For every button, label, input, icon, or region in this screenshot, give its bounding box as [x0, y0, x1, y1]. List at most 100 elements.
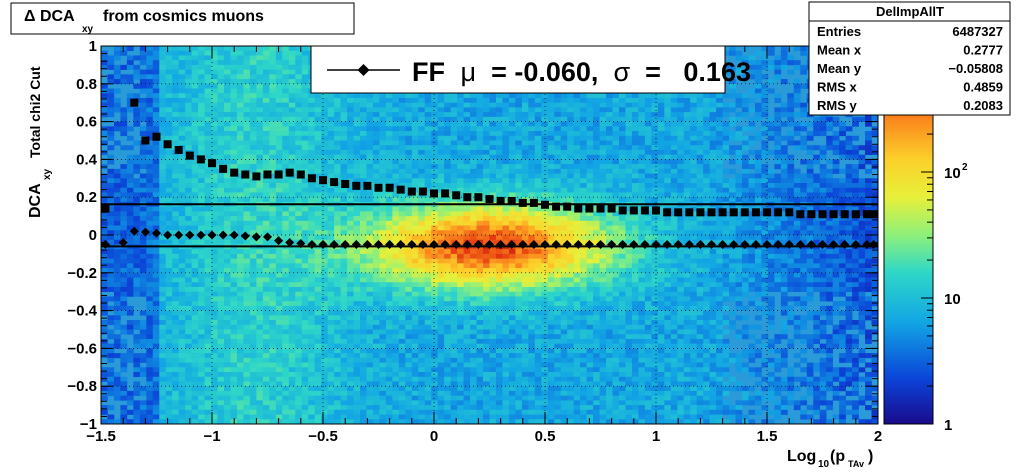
square-point [685, 208, 693, 216]
x-tick-label: 2 [874, 428, 882, 445]
square-point [363, 182, 371, 190]
stats-row-label: RMS x [817, 80, 858, 95]
square-point [286, 169, 294, 177]
square-point [463, 193, 471, 201]
square-point [619, 206, 627, 214]
square-point [630, 206, 638, 214]
square-point [352, 182, 360, 190]
square-point [474, 193, 482, 201]
square-point [452, 191, 460, 199]
square-point [297, 171, 305, 179]
square-point [585, 205, 593, 213]
legend-mu-symbol: μ [461, 57, 477, 87]
y-axis-label: Total chi2 Cut DCA xy [27, 66, 53, 218]
y-tick-label: −0.8 [67, 378, 97, 395]
x-label-sub2: TAv [848, 459, 864, 469]
y-tick-label: 1 [89, 38, 97, 55]
square-point [719, 208, 727, 216]
x-label-sub1: 10 [818, 459, 830, 469]
square-point [819, 210, 827, 218]
stats-title: DelImpAllT [876, 4, 944, 19]
square-point [541, 201, 549, 209]
square-point [530, 199, 538, 207]
square-point [219, 165, 227, 173]
y-tick-label: −0.4 [67, 303, 97, 320]
stats-row-label: RMS y [817, 98, 858, 113]
square-point [375, 184, 383, 192]
legend-ff: FF [412, 57, 445, 87]
legend-sigma-text: = 0.163 [638, 57, 751, 87]
square-point [641, 206, 649, 214]
y-tick-label: −1 [80, 416, 97, 433]
square-point [153, 133, 161, 141]
square-point [608, 205, 616, 213]
square-point [441, 189, 449, 197]
subtitle: Total chi2 Cut [27, 66, 43, 158]
square-point [197, 155, 205, 163]
square-point [252, 172, 260, 180]
square-point [730, 208, 738, 216]
x-tick-label: −0.5 [308, 428, 338, 445]
square-point [807, 210, 815, 218]
legend-sigma-symbol: σ [613, 57, 630, 87]
y-tick-label: −0.2 [67, 265, 97, 282]
stats-row-value: 0.2083 [963, 98, 1003, 113]
square-point [341, 180, 349, 188]
square-point [230, 169, 238, 177]
square-point [785, 208, 793, 216]
square-point [386, 184, 394, 192]
square-point [101, 205, 109, 213]
square-point [708, 208, 716, 216]
square-point [552, 203, 560, 211]
x-tick-label: 1.5 [757, 428, 778, 445]
square-point [841, 210, 849, 218]
square-point [574, 205, 582, 213]
legend-label: FF μ = -0.060, σ = 0.163 [412, 57, 751, 87]
legend-mu-text: = -0.060, [484, 57, 606, 87]
y-label-main: DCA [27, 183, 44, 218]
y-tick-label: −0.6 [67, 340, 97, 357]
x-axis-label: Log 10 (p TAv ) [787, 448, 873, 469]
x-tick-label: 0.5 [535, 428, 556, 445]
square-point [674, 208, 682, 216]
square-point [763, 208, 771, 216]
square-point [852, 210, 860, 218]
title-rest: from cosmics muons [103, 8, 264, 25]
square-point [264, 171, 272, 179]
square-point [319, 176, 327, 184]
y-tick-label: 0.8 [76, 76, 97, 93]
square-point [752, 208, 760, 216]
square-point [164, 140, 172, 148]
y-label-sub: xy [42, 168, 53, 180]
square-point [130, 99, 138, 107]
square-point [597, 205, 605, 213]
y-tick-label: 0 [89, 227, 97, 244]
title-box: Δ DCA xy from cosmics muons [11, 3, 354, 35]
square-point [330, 178, 338, 186]
stats-row-label: Entries [817, 24, 861, 39]
square-point [696, 208, 704, 216]
square-point [397, 186, 405, 194]
stats-row-value: 6487327 [952, 24, 1003, 39]
square-point [796, 210, 804, 218]
legend: FF μ = -0.060, σ = 0.163 [311, 46, 751, 93]
square-point [519, 199, 527, 207]
square-point [141, 137, 149, 145]
x-label-post: ) [868, 448, 873, 465]
square-point [497, 197, 505, 205]
square-point [308, 174, 316, 182]
colorbar-tick-label: 1 [944, 417, 952, 434]
square-point [652, 206, 660, 214]
x-tick-label: 0 [430, 428, 438, 445]
square-point [563, 203, 571, 211]
stats-row-value: 0.2777 [963, 43, 1003, 58]
square-point [275, 171, 283, 179]
square-point [175, 146, 183, 154]
title-main: DCA [40, 8, 75, 25]
square-point [430, 189, 438, 197]
y-tick-label: 0.4 [76, 151, 98, 168]
x-tick-label: −1 [203, 428, 220, 445]
square-point [419, 188, 427, 196]
